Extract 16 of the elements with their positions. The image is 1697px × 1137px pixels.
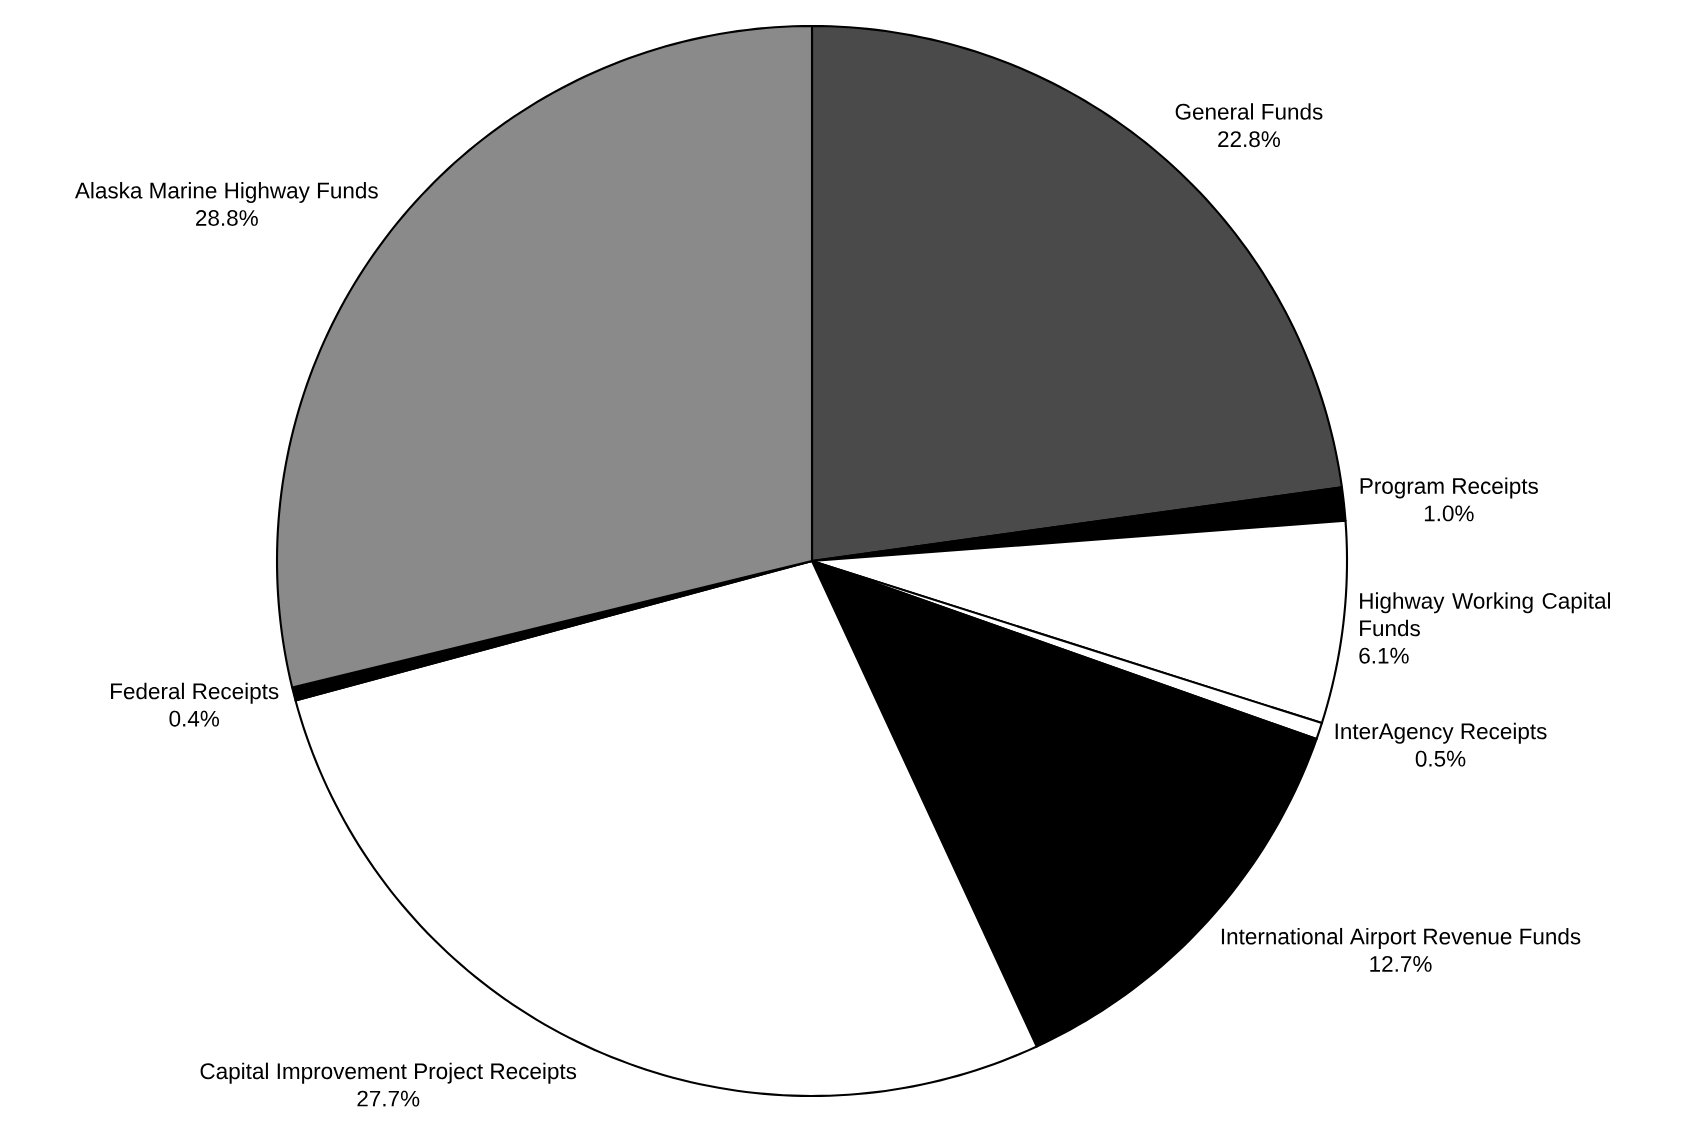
slice-label: Highway Working Capital Funds [1360,592,1611,637]
data-label: 0.4% [169,710,220,727]
slice-label: International Airport Revenue Funds [1221,927,1581,949]
slice-label: Capital Improvement Project Receipts [200,1062,577,1084]
slice-label: InterAgency Receipts [1335,722,1547,744]
data-label: 27.7% [357,1090,420,1107]
data-label: 0.5% [1415,750,1466,767]
slice-label: General Funds [1175,103,1323,120]
data-label: 28.8% [196,210,258,226]
data-label: 1.0% [1424,505,1474,522]
data-label: 6.1% [1359,647,1409,664]
data-label: 22.8% [1218,131,1280,148]
slice-label: Federal Receipts [111,682,279,704]
slice-label: Program Receipts [1360,477,1538,499]
data-label: 12.7% [1370,955,1432,972]
slice-label: Alaska Marine Highway Funds [74,182,378,204]
